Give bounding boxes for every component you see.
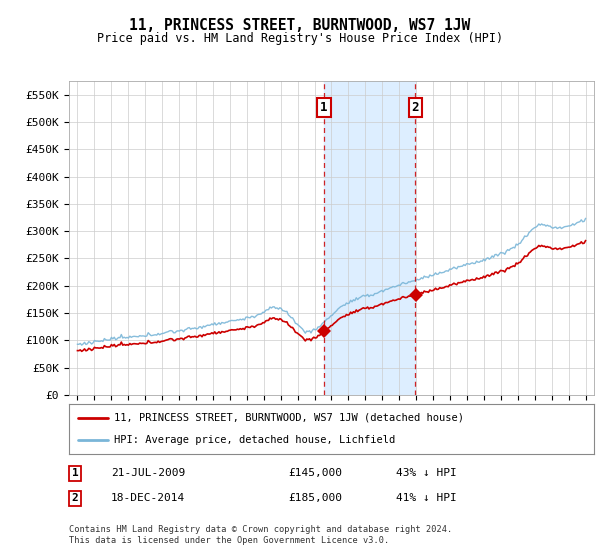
Text: 11, PRINCESS STREET, BURNTWOOD, WS7 1JW (detached house): 11, PRINCESS STREET, BURNTWOOD, WS7 1JW …	[113, 413, 464, 423]
Text: 43% ↓ HPI: 43% ↓ HPI	[396, 468, 457, 478]
Text: £185,000: £185,000	[288, 493, 342, 503]
Text: Contains HM Land Registry data © Crown copyright and database right 2024.
This d: Contains HM Land Registry data © Crown c…	[69, 525, 452, 545]
Text: 1: 1	[71, 468, 79, 478]
Text: 21-JUL-2009: 21-JUL-2009	[111, 468, 185, 478]
Text: 1: 1	[320, 101, 328, 114]
Text: £145,000: £145,000	[288, 468, 342, 478]
Text: 41% ↓ HPI: 41% ↓ HPI	[396, 493, 457, 503]
Text: 2: 2	[71, 493, 79, 503]
Text: 18-DEC-2014: 18-DEC-2014	[111, 493, 185, 503]
Text: Price paid vs. HM Land Registry's House Price Index (HPI): Price paid vs. HM Land Registry's House …	[97, 32, 503, 45]
Text: 2: 2	[412, 101, 419, 114]
Text: HPI: Average price, detached house, Lichfield: HPI: Average price, detached house, Lich…	[113, 435, 395, 445]
Bar	[324, 81, 415, 395]
Text: 11, PRINCESS STREET, BURNTWOOD, WS7 1JW: 11, PRINCESS STREET, BURNTWOOD, WS7 1JW	[130, 18, 470, 33]
